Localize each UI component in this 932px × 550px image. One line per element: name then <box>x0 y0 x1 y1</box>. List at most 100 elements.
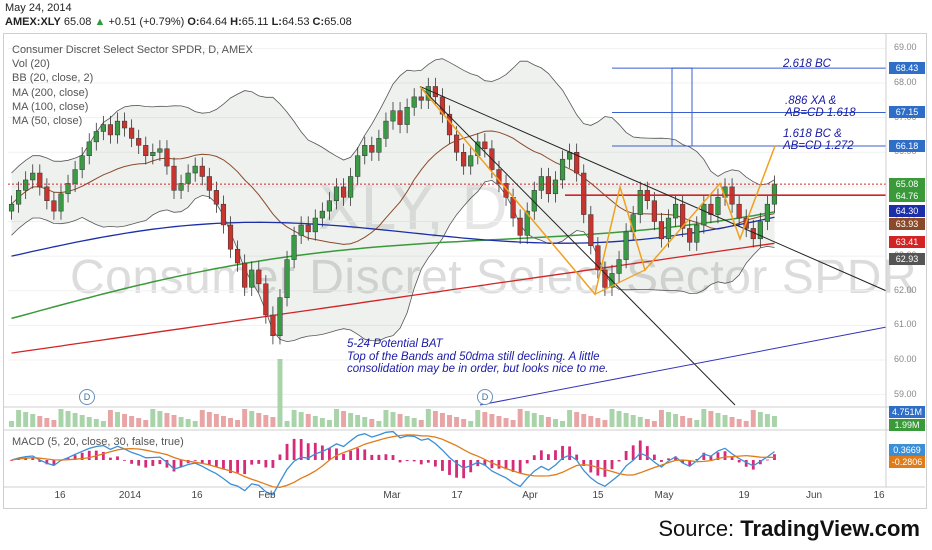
macd-histogram-bar <box>539 450 543 460</box>
macd-histogram-bar <box>455 460 458 478</box>
high-label: H: <box>230 16 242 28</box>
volume-bar <box>609 409 615 427</box>
dividend-marker[interactable]: D <box>79 389 95 405</box>
volume-bar <box>553 419 558 427</box>
candle <box>418 96 424 101</box>
volume-bar <box>355 415 361 427</box>
macd-histogram-bar <box>229 460 232 474</box>
macd-histogram-bar <box>532 455 536 460</box>
candle <box>552 179 559 195</box>
candle <box>51 200 57 212</box>
bollinger-basis <box>11 130 775 245</box>
macd-histogram-bar <box>681 460 685 464</box>
legend-title[interactable]: Consumer Discret Select Sector SPDR, D, … <box>12 44 253 56</box>
macd-histogram-bar <box>172 460 176 472</box>
legend-ma100[interactable]: MA (100, close) <box>12 100 89 113</box>
annotation-2618-bc: 2.618 BC <box>783 58 831 70</box>
candle <box>658 221 665 240</box>
candle <box>701 203 707 226</box>
volume-bar <box>44 418 50 427</box>
candle <box>192 165 198 174</box>
volume-bar <box>157 411 163 427</box>
candle <box>185 172 191 184</box>
macd-histogram-bar <box>617 460 621 462</box>
macd-histogram-bar <box>377 454 381 460</box>
macd-histogram-bar <box>702 452 706 460</box>
macd-histogram-bar <box>483 460 487 466</box>
candle <box>263 283 269 316</box>
macd-histogram-bar <box>363 449 367 460</box>
macd-histogram-bar <box>31 458 35 460</box>
candle <box>164 148 170 167</box>
candle <box>213 190 219 205</box>
volume-bar <box>757 412 763 427</box>
macd-histogram-bar <box>243 460 247 475</box>
volume-bar <box>701 409 707 427</box>
volume-bar <box>79 415 85 427</box>
macd-histogram-bar <box>511 460 515 472</box>
candle <box>206 176 212 191</box>
macd-histogram-bar <box>723 451 727 460</box>
legend-ma200[interactable]: MA (200, close) <box>12 86 89 99</box>
price-scale-label: 66.18 <box>889 140 925 153</box>
note-line-2: Top of the Bands and 50dma still declini… <box>347 350 600 363</box>
volume-bar <box>235 420 241 427</box>
dividend-marker[interactable]: D <box>477 389 493 405</box>
macd-histogram-bar <box>638 440 642 460</box>
macd-histogram-bar <box>518 460 522 474</box>
macd-histogram-bar <box>419 460 423 465</box>
candle <box>79 155 85 170</box>
volume-bar <box>680 416 686 427</box>
potential-reversal-zone <box>671 67 693 147</box>
macd-histogram-bar <box>257 460 261 464</box>
source-credit: Source: TradingView.com <box>658 516 920 542</box>
macd-histogram-bar <box>285 443 289 460</box>
macd-histogram-bar <box>730 457 734 460</box>
legend-bollinger[interactable]: BB (20, close, 2) <box>12 72 94 85</box>
price-change: +0.51 (+0.79%) <box>108 16 185 28</box>
quote-bar: AMEX:XLY 65.08 ▲ +0.51 (+0.79%) O:64.64 … <box>5 16 352 28</box>
candle <box>376 138 382 153</box>
macd-histogram-bar <box>349 450 353 460</box>
macd-histogram-bar <box>582 460 586 466</box>
volume-bar <box>23 412 29 427</box>
legend-ma50[interactable]: MA (50, close) <box>12 115 83 128</box>
macd-histogram-bar <box>652 454 656 460</box>
candle <box>531 190 537 212</box>
macd-histogram-bar <box>497 460 501 469</box>
volume-bar <box>164 413 170 427</box>
volume-ma-label: 1.99M <box>889 419 925 431</box>
candle <box>623 231 629 260</box>
volume-bar <box>263 415 269 427</box>
price-scale-label: 64.76 <box>889 190 925 203</box>
high-value: 65.11 <box>241 16 269 28</box>
volume-bar <box>694 420 700 427</box>
candle <box>581 172 587 215</box>
note-line-1: 5-24 Potential BAT <box>347 338 443 350</box>
macd-histogram-bar <box>271 460 275 468</box>
macd-histogram-bar <box>200 460 204 463</box>
candle <box>30 172 36 181</box>
candle <box>143 145 149 156</box>
macd-histogram-bar <box>504 460 508 470</box>
macd-histogram-bar <box>433 460 437 467</box>
volume-bar <box>750 410 756 427</box>
symbol[interactable]: AMEX:XLY <box>5 16 61 28</box>
candle <box>595 245 601 271</box>
annotation-886-line1: .886 XA & <box>785 95 837 107</box>
candle <box>298 224 304 236</box>
volume-bar <box>86 417 92 427</box>
candle <box>44 186 50 201</box>
macd-signal-label: -0.2806 <box>889 456 925 468</box>
volume-bar <box>560 421 566 427</box>
candle <box>136 138 142 146</box>
close-value: 65.08 <box>324 16 352 28</box>
candle <box>107 124 114 136</box>
ma50-line <box>11 211 775 320</box>
macd-legend[interactable]: MACD (5, 20, close, 30, false, true) <box>12 436 184 448</box>
legend-volume[interactable]: Vol (20) <box>12 58 50 71</box>
volume-bar <box>178 417 184 427</box>
macd-signal-line <box>11 434 775 488</box>
candle <box>383 120 389 139</box>
